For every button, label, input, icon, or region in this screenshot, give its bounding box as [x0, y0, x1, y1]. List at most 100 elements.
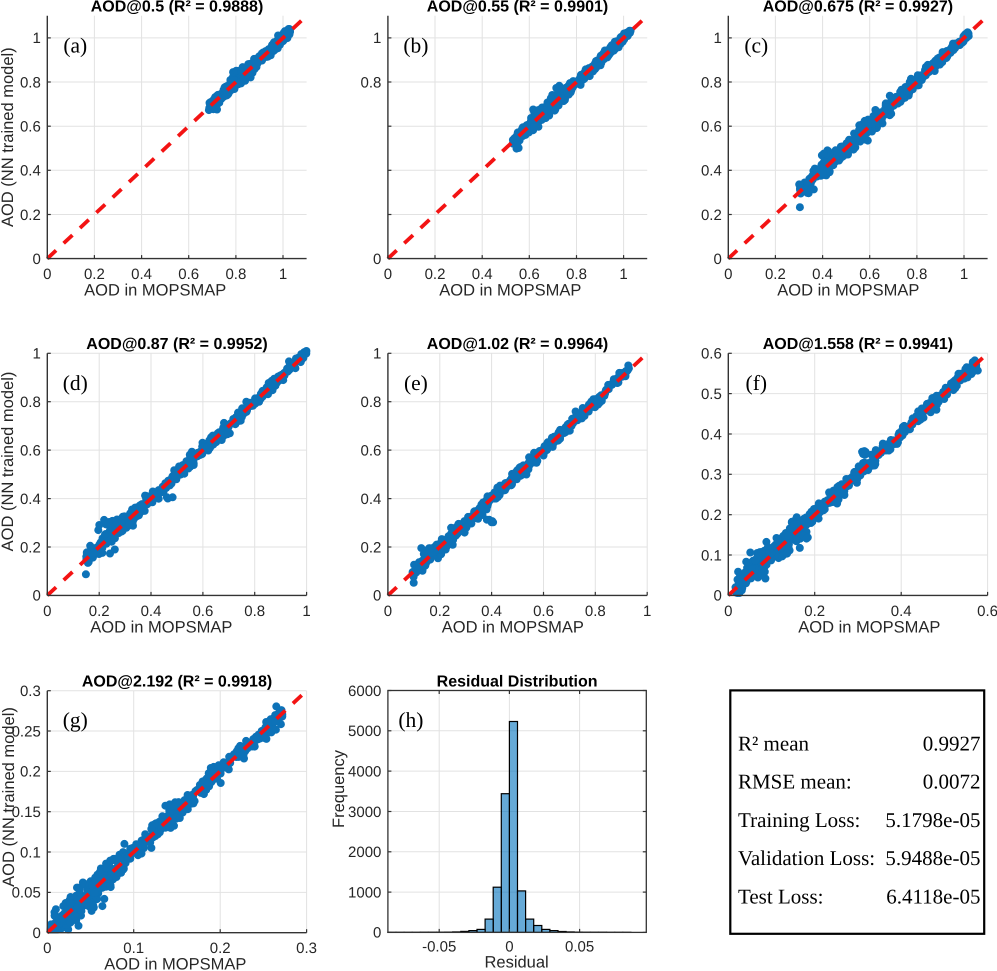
svg-text:0: 0 [713, 251, 721, 268]
svg-text:0.6: 0.6 [361, 442, 382, 459]
svg-text:1: 1 [302, 603, 310, 620]
svg-text:0.1: 0.1 [123, 940, 144, 957]
svg-text:AOD in MOPSMAP: AOD in MOPSMAP [439, 282, 581, 300]
svg-text:RMSE mean:: RMSE mean: [738, 770, 852, 794]
svg-text:0.6: 0.6 [178, 266, 199, 283]
svg-text:AOD@0.55 (R² = 0.9901): AOD@0.55 (R² = 0.9901) [427, 0, 608, 16]
svg-text:0: 0 [43, 940, 51, 957]
svg-text:0: 0 [505, 939, 513, 956]
svg-text:0.2: 0.2 [361, 539, 382, 556]
svg-text:0.6: 0.6 [519, 266, 540, 283]
svg-text:0.2: 0.2 [210, 940, 231, 957]
svg-text:5.1798e-05: 5.1798e-05 [885, 808, 980, 832]
svg-text:0.2: 0.2 [89, 603, 110, 620]
svg-text:0.8: 0.8 [906, 266, 927, 283]
svg-text:0.6: 0.6 [977, 603, 997, 620]
svg-text:1: 1 [32, 30, 40, 47]
svg-text:0.6: 0.6 [20, 442, 41, 459]
svg-text:0.8: 0.8 [244, 603, 265, 620]
svg-text:AOD@0.87 (R² = 0.9952): AOD@0.87 (R² = 0.9952) [86, 336, 267, 353]
svg-text:0: 0 [384, 603, 392, 620]
svg-text:0: 0 [384, 266, 392, 283]
svg-text:AOD in MOPSMAP: AOD in MOPSMAP [84, 282, 226, 300]
svg-text:1: 1 [32, 346, 40, 363]
svg-text:0.8: 0.8 [566, 266, 587, 283]
svg-text:(f): (f) [746, 371, 767, 395]
svg-text:1: 1 [643, 603, 651, 620]
svg-text:1: 1 [619, 266, 627, 283]
svg-text:AOD@2.192 (R² = 0.9918): AOD@2.192 (R² = 0.9918) [82, 674, 272, 691]
svg-text:0.4: 0.4 [141, 603, 162, 620]
svg-text:0.2: 0.2 [701, 207, 722, 224]
svg-text:0.5: 0.5 [701, 386, 722, 403]
svg-text:0.8: 0.8 [361, 74, 382, 91]
svg-text:AOD (NN trained model): AOD (NN trained model) [0, 707, 18, 887]
svg-text:0.6: 0.6 [192, 603, 213, 620]
svg-text:0.0072: 0.0072 [923, 770, 981, 794]
svg-text:AOD in MOPSMAP: AOD in MOPSMAP [442, 618, 584, 636]
svg-text:0.8: 0.8 [20, 74, 41, 91]
svg-text:0.6: 0.6 [701, 119, 722, 136]
svg-text:(b): (b) [403, 33, 428, 57]
svg-text:AOD in MOPSMAP: AOD in MOPSMAP [777, 282, 919, 300]
svg-text:0.15: 0.15 [12, 804, 41, 821]
svg-text:0: 0 [43, 603, 51, 620]
svg-text:AOD@1.558 (R² = 0.9941): AOD@1.558 (R² = 0.9941) [763, 336, 953, 353]
svg-text:0.3: 0.3 [701, 467, 722, 484]
svg-text:Training Loss:: Training Loss: [738, 808, 860, 832]
svg-text:0.4: 0.4 [812, 266, 833, 283]
svg-text:0: 0 [43, 266, 51, 283]
svg-text:0.2: 0.2 [20, 764, 41, 781]
svg-text:0.4: 0.4 [701, 163, 722, 180]
svg-text:0.2: 0.2 [84, 266, 105, 283]
svg-text:Residual: Residual [484, 953, 548, 971]
svg-text:AOD in MOPSMAP: AOD in MOPSMAP [90, 618, 232, 636]
svg-text:0: 0 [32, 588, 40, 605]
svg-text:Frequency: Frequency [330, 749, 348, 828]
svg-text:0.8: 0.8 [225, 266, 246, 283]
svg-text:0: 0 [32, 925, 40, 942]
svg-text:0.3: 0.3 [296, 940, 317, 957]
svg-text:0.2: 0.2 [429, 603, 450, 620]
svg-text:(h): (h) [398, 708, 423, 732]
svg-text:0.6: 0.6 [533, 603, 554, 620]
svg-text:1: 1 [373, 30, 381, 47]
svg-text:0.4: 0.4 [20, 491, 41, 508]
svg-text:(c): (c) [744, 33, 768, 57]
svg-text:(a): (a) [63, 33, 87, 57]
svg-text:0.2: 0.2 [804, 603, 825, 620]
svg-text:0.3: 0.3 [20, 683, 41, 700]
svg-text:0: 0 [373, 588, 381, 605]
svg-text:1: 1 [960, 266, 968, 283]
svg-text:0.4: 0.4 [701, 426, 722, 443]
svg-text:2000: 2000 [348, 844, 381, 861]
svg-text:0.4: 0.4 [20, 163, 41, 180]
svg-text:AOD (NN trained model): AOD (NN trained model) [0, 372, 17, 552]
svg-text:5000: 5000 [348, 723, 381, 740]
svg-text:0.1: 0.1 [701, 547, 722, 564]
svg-text:0: 0 [32, 251, 40, 268]
svg-text:0.2: 0.2 [765, 266, 786, 283]
svg-text:AOD in MOPSMAP: AOD in MOPSMAP [104, 956, 246, 971]
svg-text:0.25: 0.25 [12, 723, 41, 740]
svg-text:1000: 1000 [348, 884, 381, 901]
svg-text:Residual Distribution: Residual Distribution [437, 673, 598, 690]
svg-text:0.6: 0.6 [20, 119, 41, 136]
svg-text:0.1: 0.1 [20, 844, 41, 861]
svg-text:0.2: 0.2 [701, 507, 722, 524]
svg-text:0.2: 0.2 [425, 266, 446, 283]
svg-text:0: 0 [373, 251, 381, 268]
svg-text:0.4: 0.4 [472, 266, 493, 283]
svg-text:1: 1 [279, 266, 287, 283]
svg-text:AOD@0.5 (R² = 0.9888): AOD@0.5 (R² = 0.9888) [91, 0, 264, 16]
svg-text:0: 0 [724, 266, 732, 283]
svg-text:0.4: 0.4 [361, 491, 382, 508]
svg-text:4000: 4000 [348, 763, 381, 780]
svg-text:(d): (d) [63, 371, 88, 395]
svg-text:0.8: 0.8 [701, 74, 722, 91]
svg-text:(g): (g) [63, 708, 88, 732]
svg-text:AOD (NN trained model): AOD (NN trained model) [0, 47, 17, 227]
svg-text:0.8: 0.8 [20, 394, 41, 411]
svg-text:0.05: 0.05 [12, 885, 41, 902]
svg-text:6000: 6000 [348, 683, 381, 700]
